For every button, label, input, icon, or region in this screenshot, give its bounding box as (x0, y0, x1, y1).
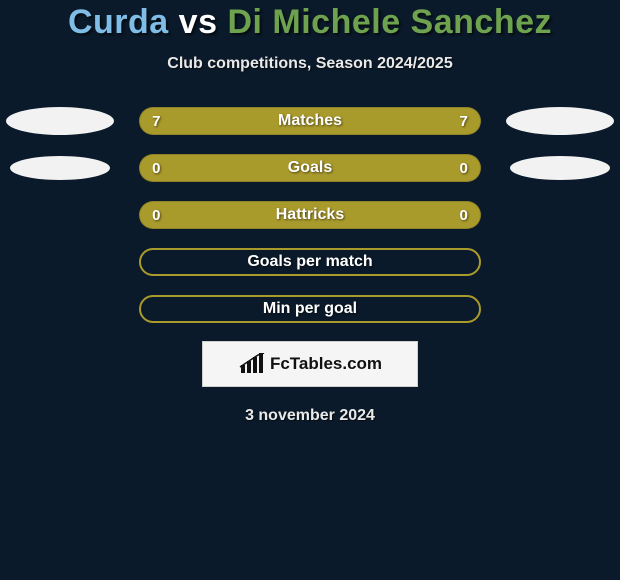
stat-row: 0 Goals 0 (0, 154, 620, 182)
page-title: Curda vs Di Michele Sanchez (68, 4, 552, 41)
title-player2: Di Michele Sanchez (227, 3, 552, 41)
stat-bar: Goals per match (139, 248, 481, 276)
player1-badge (10, 156, 110, 180)
stat-bar: 7 Matches 7 (139, 107, 481, 135)
player1-badge-wrap (0, 107, 119, 135)
brand-text: FcTables.com (270, 354, 382, 374)
stat-bar: 0 Goals 0 (139, 154, 481, 182)
stats-block: 7 Matches 7 0 Goals 0 0 Hattricks 0 Goals per mat… (0, 107, 620, 323)
player1-badge-wrap (0, 156, 119, 180)
stat-left-value: 0 (152, 160, 176, 177)
stat-label: Matches (278, 112, 342, 130)
stat-bar: 0 Hattricks 0 (139, 201, 481, 229)
bars-icon (238, 353, 266, 375)
player1-badge (6, 107, 114, 135)
subtitle: Club competitions, Season 2024/2025 (167, 55, 452, 73)
player2-badge-wrap (501, 156, 620, 180)
stat-right-value: 0 (444, 207, 468, 224)
stat-left-value: 0 (152, 207, 176, 224)
stat-row: Goals per match (0, 248, 620, 276)
stat-label: Min per goal (263, 300, 357, 318)
stat-label: Hattricks (276, 206, 344, 224)
stat-row: 7 Matches 7 (0, 107, 620, 135)
brand-logo[interactable]: FcTables.com (202, 341, 418, 387)
stat-left-value: 7 (152, 113, 176, 130)
stat-row: 0 Hattricks 0 (0, 201, 620, 229)
title-player1: Curda (68, 3, 169, 41)
stat-label: Goals per match (247, 253, 372, 271)
title-vs: vs (179, 3, 218, 41)
stat-label: Goals (288, 159, 332, 177)
player2-badge (506, 107, 614, 135)
stat-bar: Min per goal (139, 295, 481, 323)
player2-badge-wrap (501, 107, 620, 135)
stat-right-value: 0 (444, 160, 468, 177)
comparison-card: Curda vs Di Michele Sanchez Club competi… (0, 0, 620, 425)
date-text: 3 november 2024 (245, 407, 375, 425)
player2-badge (510, 156, 610, 180)
stat-row: Min per goal (0, 295, 620, 323)
stat-right-value: 7 (444, 113, 468, 130)
